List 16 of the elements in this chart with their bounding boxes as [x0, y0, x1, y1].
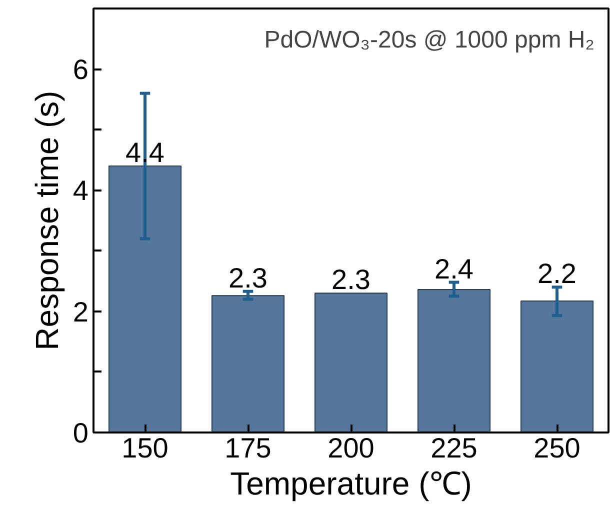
y-tick-label: 2 [72, 296, 89, 328]
y-tick-label: 4 [72, 175, 89, 206]
y-axis-title: Response time (s) [28, 90, 65, 350]
x-tick-label: 225 [430, 432, 478, 464]
x-axis-title: Temperature (℃) [230, 466, 472, 502]
data-label: 2.4 [434, 253, 474, 284]
y-tick-label: 6 [72, 54, 89, 86]
x-tick-label: 250 [534, 432, 580, 464]
y-tick-label: 0 [72, 418, 89, 448]
data-label: 2.3 [228, 262, 268, 294]
annotation: PdO/WO₃-20s @ 1000 ppm H₂ [264, 26, 594, 54]
data-label: 2.3 [332, 264, 370, 296]
x-tick-label: 200 [328, 432, 374, 464]
x-tick-label: 175 [224, 432, 272, 464]
x-tick-label: 150 [122, 432, 168, 464]
data-label: 2.2 [538, 258, 576, 290]
